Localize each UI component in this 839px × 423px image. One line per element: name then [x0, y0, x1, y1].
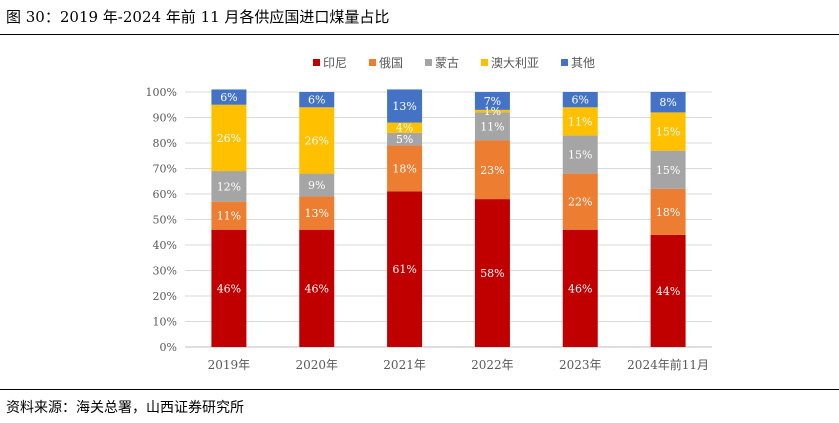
- bar-segment: [387, 89, 423, 123]
- bar-segment: [299, 173, 335, 197]
- data-label: 26%: [305, 134, 329, 147]
- bar-segment: [474, 199, 510, 347]
- bar-segment: [562, 173, 598, 230]
- y-tick-label: 20%: [153, 290, 177, 303]
- bar-segment: [387, 132, 423, 146]
- bar-segment: [474, 92, 510, 110]
- legend-swatch: [369, 59, 376, 66]
- x-tick-label: 2021年: [383, 358, 426, 372]
- x-tick-label: 2019年: [208, 358, 251, 372]
- data-label: 58%: [480, 267, 504, 280]
- bar-segment: [650, 188, 686, 235]
- legend: 印尼 俄国 蒙古 澳大利亚 其他: [313, 55, 595, 70]
- bar-segment: [387, 145, 423, 192]
- x-tick-label: 2024年前11月: [627, 357, 709, 372]
- y-tick-label: 90%: [153, 112, 177, 125]
- gridlines: [185, 91, 712, 348]
- data-label: 11%: [480, 120, 504, 133]
- data-label: 18%: [392, 163, 416, 176]
- data-label: 26%: [217, 132, 241, 145]
- data-label: 18%: [656, 206, 680, 219]
- bar-segment: [474, 112, 510, 141]
- bar-segment: [650, 92, 686, 113]
- data-label: 46%: [217, 282, 241, 295]
- bar-segment: [299, 92, 335, 108]
- y-tick-label: 60%: [153, 188, 177, 201]
- y-tick-label: 30%: [153, 265, 177, 278]
- bar-segment: [562, 229, 598, 347]
- data-label: 6%: [220, 91, 237, 104]
- data-label: 11%: [217, 210, 241, 223]
- data-label: 1%: [484, 105, 501, 118]
- source-note: 资料来源：海关总署，山西证券研究所: [6, 400, 244, 416]
- bar-segment: [211, 89, 247, 105]
- bar-segment: [650, 150, 686, 189]
- x-tick-label: 2023年: [559, 358, 602, 372]
- y-tick-label: 50%: [153, 214, 177, 227]
- legend-label: 其他: [571, 56, 595, 70]
- bar-segment: [562, 92, 598, 108]
- bar-segment: [299, 107, 335, 174]
- data-label: 6%: [308, 94, 325, 107]
- data-label: 15%: [656, 126, 680, 139]
- data-label: 15%: [568, 148, 592, 161]
- bars: [211, 89, 686, 347]
- bar-segment: [387, 122, 423, 133]
- y-tick-label: 100%: [146, 86, 177, 99]
- legend-label: 澳大利亚: [491, 56, 539, 70]
- x-tick-label: 2022年: [471, 358, 514, 372]
- bar-segment: [650, 234, 686, 347]
- x-axis-ticks: 2019年 2020年 2021年 2022年 2023年 2024年前11月: [208, 357, 709, 372]
- legend-label: 蒙古: [435, 55, 459, 70]
- data-label: 46%: [568, 282, 592, 295]
- data-label: 22%: [568, 196, 592, 209]
- bar-segment: [474, 109, 510, 113]
- data-label: 5%: [396, 133, 413, 146]
- bottom-rule: [0, 389, 839, 390]
- bar-segment: [299, 196, 335, 230]
- data-label: 12%: [217, 180, 241, 193]
- y-tick-label: 70%: [153, 163, 177, 176]
- data-label: 44%: [656, 285, 680, 298]
- data-label: 9%: [308, 179, 325, 192]
- data-label: 15%: [656, 164, 680, 177]
- y-tick-label: 0%: [160, 341, 177, 354]
- y-tick-label: 10%: [153, 316, 177, 329]
- legend-swatch: [561, 59, 568, 66]
- bar-segment: [211, 229, 247, 347]
- bar-segment: [650, 112, 686, 151]
- data-labels: 46% 11% 12% 26% 6% 46% 13% 9% 26% 6% 61% 18% 5%4% 13%…: [217, 91, 681, 298]
- bar-segment: [562, 135, 598, 174]
- bar-segment: [211, 201, 247, 230]
- bar-segment: [474, 140, 510, 200]
- legend-label: 俄国: [379, 56, 403, 70]
- data-label: 6%: [572, 94, 589, 107]
- bar-segment: [299, 229, 335, 347]
- data-label: 13%: [392, 100, 416, 113]
- data-label: 61%: [392, 263, 416, 276]
- bar-segment: [211, 171, 247, 202]
- bar-segment: [211, 104, 247, 172]
- data-label: 23%: [480, 164, 504, 177]
- data-label: 13%: [305, 207, 329, 220]
- data-label: 46%: [305, 282, 329, 295]
- legend-swatch: [425, 59, 432, 66]
- y-tick-label: 40%: [153, 239, 177, 252]
- data-label: 4%: [396, 122, 413, 135]
- legend-swatch: [313, 59, 320, 66]
- legend-swatch: [481, 59, 488, 66]
- x-tick-label: 2020年: [295, 358, 338, 372]
- data-label: 8%: [659, 96, 676, 109]
- data-label: 11%: [568, 115, 592, 128]
- bar-segment: [562, 107, 598, 136]
- data-label: 7%: [484, 95, 501, 108]
- legend-label: 印尼: [323, 56, 347, 70]
- y-tick-label: 80%: [153, 137, 177, 150]
- y-axis-ticks: 0% 10% 20% 30% 40% 50% 60% 70% 80% 90% 100%: [146, 86, 177, 354]
- figure-title: 图 30：2019 年-2024 年前 11 月各供应国进口煤量占比: [6, 8, 390, 26]
- bar-segment: [387, 191, 423, 347]
- top-rule: [0, 34, 839, 35]
